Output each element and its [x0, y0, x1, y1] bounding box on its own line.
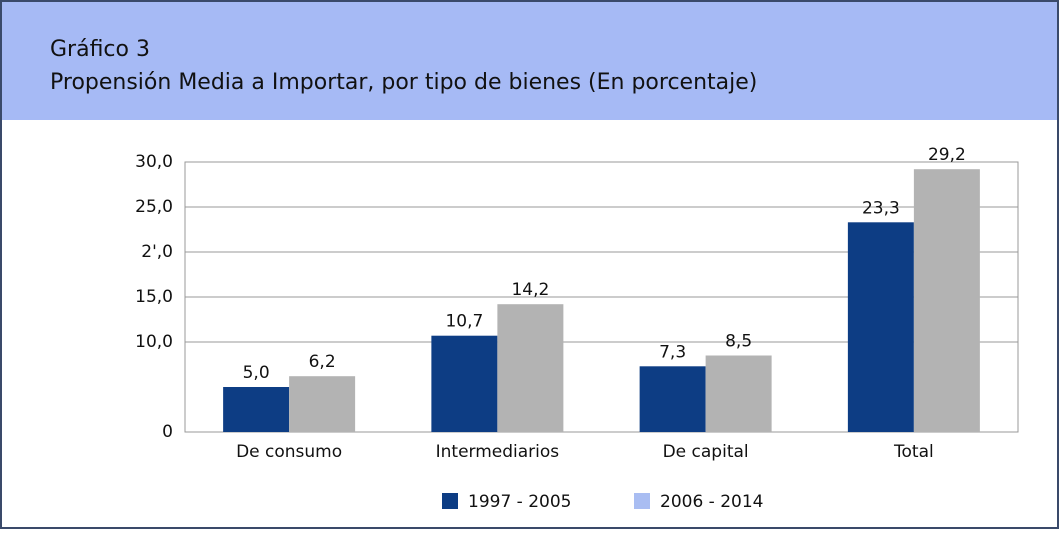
x-tick-label: Intermediarios — [436, 442, 560, 462]
bar — [639, 366, 706, 432]
value-label: 14,2 — [511, 280, 549, 300]
legend-swatch — [634, 493, 650, 509]
y-tick-label: 25,0 — [135, 197, 173, 217]
y-tick-label: 2',0 — [141, 242, 173, 262]
y-tick-label: 0 — [162, 422, 173, 442]
chart-title: Gráfico 3 — [50, 37, 150, 62]
header — [2, 2, 1057, 120]
x-tick-label: Total — [893, 442, 934, 462]
legend-label: 2006 - 2014 — [660, 492, 763, 512]
legend-label: 1997 - 2005 — [468, 492, 571, 512]
value-label: 29,2 — [928, 145, 966, 165]
value-label: 8,5 — [725, 332, 752, 352]
legend-swatch — [442, 493, 458, 509]
bar — [913, 169, 980, 432]
bar — [497, 304, 564, 432]
value-label: 6,2 — [309, 352, 336, 372]
x-tick-label: De consumo — [236, 442, 342, 462]
value-label: 23,3 — [862, 198, 900, 218]
y-tick-label: 15,0 — [135, 287, 173, 307]
value-label: 7,3 — [659, 342, 686, 362]
y-tick-label: 10,0 — [135, 332, 173, 352]
bar — [705, 355, 772, 432]
bar — [847, 222, 914, 432]
value-label: 10,7 — [445, 312, 483, 332]
y-tick-label: 30,0 — [135, 152, 173, 172]
bar — [289, 376, 356, 432]
x-tick-label: De capital — [663, 442, 749, 462]
value-label: 5,0 — [243, 363, 270, 383]
bar — [223, 387, 290, 432]
bar — [431, 335, 498, 432]
chart-subtitle: Propensión Media a Importar, por tipo de… — [50, 70, 757, 95]
